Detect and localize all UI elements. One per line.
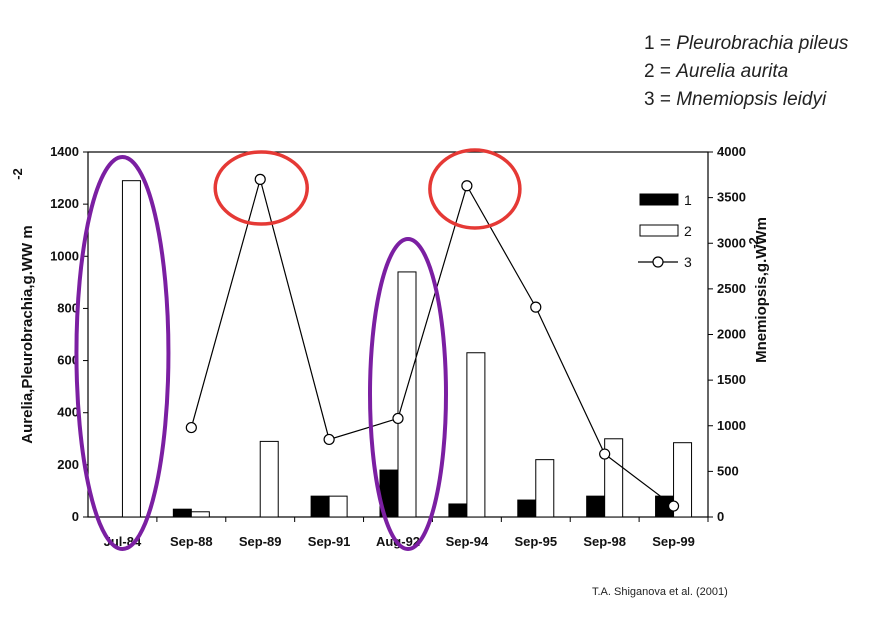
x-tick-label: Sep-94	[446, 534, 489, 549]
x-tick-label: Sep-91	[308, 534, 351, 549]
point-series-3	[392, 412, 404, 425]
y-left-tick-label: 800	[57, 300, 79, 315]
species-row-3: 3 = Mnemiopsis leidyi	[644, 86, 848, 114]
y-left-tick-label: 600	[57, 353, 79, 368]
legend-label-3: 3	[684, 254, 692, 270]
highlight-ellipse-aug92	[368, 237, 448, 551]
species-name-2: Aurelia aurita	[676, 61, 789, 82]
species-prefix-3: 3 =	[644, 89, 677, 110]
bar-series-1	[586, 495, 606, 518]
citation: T.A. Shiganova et al. (2001)	[592, 586, 728, 598]
bar-series-1	[172, 508, 192, 518]
y-right-tick-label: 2000	[717, 327, 746, 342]
bar-series-2	[190, 511, 210, 518]
bar-series-2	[259, 440, 279, 518]
point-series-3	[323, 433, 335, 446]
highlight-circle-sep94	[428, 148, 522, 230]
bar-series-2	[397, 271, 417, 518]
point-series-3	[599, 448, 611, 460]
bar-series-1	[310, 495, 330, 518]
species-row-1: 1 = Pleurobrachia pileus	[644, 30, 848, 58]
point-series-3	[530, 301, 542, 313]
y-left-tick-label: 1000	[50, 248, 79, 263]
y-right-tick-label: 1500	[717, 372, 746, 387]
y-left-tick-label: 1200	[50, 196, 79, 211]
legend-label-2: 2	[684, 223, 692, 239]
legend-label-1: 1	[684, 192, 692, 208]
species-prefix-1: 1 =	[644, 33, 677, 54]
x-tick-label: Sep-99	[652, 534, 695, 549]
bar-series-2	[121, 180, 141, 518]
y-right-tick-label: 3500	[717, 190, 746, 205]
point-series-3	[185, 421, 197, 434]
bar-series-2	[328, 495, 348, 518]
y-right-tick-label: 1000	[717, 418, 746, 433]
point-series-3	[461, 180, 473, 192]
point-series-3	[254, 173, 266, 185]
highlight-circle-sep89	[213, 150, 309, 226]
y-right-tick-label: 3000	[717, 235, 746, 250]
species-name-3: Mnemiopsis leidyi	[676, 89, 827, 110]
bar-series-2	[604, 438, 624, 518]
y-left-tick-label: 1400	[50, 144, 79, 159]
x-tick-label: Sep-89	[239, 534, 282, 549]
bar-series-2	[673, 442, 693, 518]
x-tick-label: Sep-95	[514, 534, 557, 549]
species-prefix-2: 2 =	[644, 61, 677, 82]
species-legend: 1 = Pleurobrachia pileus 2 = Aurelia aur…	[644, 30, 848, 114]
point-series-3	[667, 500, 680, 512]
y-right-tick-label: 0	[717, 509, 724, 524]
bar-series-1	[448, 503, 468, 518]
y-right-axis-label-superscript: -2	[746, 237, 761, 249]
species-row-2: 2 = Aurelia aurita	[644, 58, 848, 86]
y-right-axis-label: Mnemiopsis,g.WWm	[753, 217, 770, 363]
x-tick-label: Sep-88	[170, 534, 213, 549]
y-left-tick-label: 400	[57, 405, 79, 420]
y-left-tick-label: 200	[57, 457, 79, 472]
y-right-tick-label: 4000	[717, 144, 746, 159]
x-tick-label: Sep-98	[583, 534, 626, 549]
bar-series-2	[466, 352, 486, 518]
legend-swatch-1	[639, 193, 679, 206]
y-right-tick-label: 2500	[717, 281, 746, 296]
legend-swatch-2	[639, 224, 679, 237]
bar-series-2	[535, 459, 555, 518]
bar-series-1	[517, 499, 537, 518]
y-left-tick-label: 0	[72, 509, 79, 524]
species-name-1: Pleurobrachia pileus	[676, 33, 849, 54]
legend-swatch-3-marker	[652, 256, 664, 268]
y-right-tick-label: 500	[717, 463, 739, 478]
highlight-ellipse-jul84	[74, 155, 171, 551]
y-left-axis-label: Aurelia,Pleurobrachia,g.WW m	[19, 225, 36, 443]
y-left-axis-label-superscript: -2	[10, 168, 25, 180]
